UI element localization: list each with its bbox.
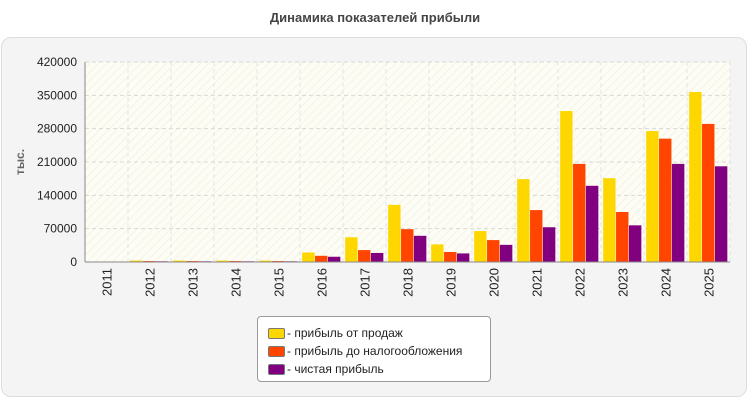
bar-2013-series-1 bbox=[173, 260, 186, 262]
bar-2024-series-2 bbox=[659, 138, 672, 262]
legend-swatch bbox=[268, 327, 285, 339]
bar-2021-series-1 bbox=[517, 179, 530, 262]
y-tick-label: 0 bbox=[70, 255, 77, 269]
x-tick-label: 2016 bbox=[315, 268, 330, 297]
x-tick-label: 2017 bbox=[358, 268, 373, 297]
bar-2019-series-3 bbox=[456, 253, 470, 262]
x-tick-label: 2019 bbox=[444, 268, 459, 297]
legend-swatch bbox=[268, 363, 285, 375]
bar-2021-series-3 bbox=[542, 227, 556, 262]
bar-2017-series-2 bbox=[358, 250, 371, 262]
bar-2020-series-2 bbox=[487, 240, 500, 262]
bar-2012-series-1 bbox=[130, 260, 143, 262]
y-tick-label: 280000 bbox=[37, 122, 77, 136]
y-tick-label: 210000 bbox=[37, 155, 77, 169]
legend-label: - чистая прибыль bbox=[287, 362, 384, 376]
y-tick-label: 350000 bbox=[37, 88, 77, 102]
bar-2022-series-3 bbox=[585, 185, 599, 262]
bar-2025-series-3 bbox=[714, 166, 728, 262]
y-tick-label: 70000 bbox=[44, 222, 78, 236]
y-tick-label: 140000 bbox=[37, 188, 77, 202]
bar-2022-series-1 bbox=[560, 111, 573, 262]
x-tick-label: 2025 bbox=[702, 268, 717, 297]
bar-2025-series-2 bbox=[702, 123, 715, 263]
x-tick-label: 2024 bbox=[659, 268, 674, 297]
x-tick-label: 2013 bbox=[186, 268, 201, 297]
bar-2015-series-1 bbox=[259, 260, 272, 262]
bar-2017-series-1 bbox=[345, 237, 358, 262]
legend-item: - прибыль от продаж bbox=[268, 324, 490, 342]
legend-swatch bbox=[268, 345, 285, 357]
chart-legend: - прибыль от продаж - прибыль до налогооб… bbox=[257, 316, 491, 382]
bar-2023-series-2 bbox=[616, 212, 629, 262]
bar-2021-series-2 bbox=[530, 210, 543, 262]
legend-label: - прибыль до налогообложения bbox=[287, 344, 463, 358]
chart-title: Динамика показателей прибыли bbox=[269, 10, 481, 25]
y-axis-label: тыс. bbox=[13, 149, 27, 175]
x-tick-label: 2020 bbox=[487, 268, 502, 297]
bar-2023-series-3 bbox=[628, 225, 642, 262]
x-tick-label: 2012 bbox=[143, 268, 158, 297]
x-tick-label: 2015 bbox=[272, 268, 287, 297]
bar-2014-series-1 bbox=[216, 260, 229, 262]
x-tick-label: 2022 bbox=[573, 268, 588, 297]
bar-2025-series-1 bbox=[689, 92, 702, 262]
bar-2018-series-2 bbox=[401, 229, 414, 262]
bar-2018-series-3 bbox=[413, 235, 427, 262]
bar-2016-series-2 bbox=[315, 255, 328, 262]
legend-label: - прибыль от продаж bbox=[287, 326, 403, 340]
x-tick-label: 2018 bbox=[401, 268, 416, 297]
x-tick-label: 2014 bbox=[229, 268, 244, 297]
bar-2023-series-1 bbox=[603, 178, 616, 262]
bar-2019-series-2 bbox=[444, 252, 457, 262]
x-tick-label: 2011 bbox=[100, 268, 115, 296]
bar-2017-series-3 bbox=[370, 252, 384, 262]
bar-2019-series-1 bbox=[431, 244, 444, 262]
legend-item: - чистая прибыль bbox=[268, 360, 490, 378]
bar-2022-series-2 bbox=[573, 163, 586, 262]
bar-2020-series-1 bbox=[474, 231, 487, 262]
bar-2018-series-1 bbox=[388, 204, 401, 262]
bar-2016-series-3 bbox=[327, 256, 341, 262]
bar-2024-series-1 bbox=[646, 131, 659, 262]
legend-item: - прибыль до налогообложения bbox=[268, 342, 490, 360]
x-tick-label: 2021 bbox=[530, 268, 545, 297]
bar-2024-series-3 bbox=[671, 163, 685, 262]
bar-2016-series-1 bbox=[302, 252, 315, 262]
bar-2020-series-3 bbox=[499, 244, 513, 262]
y-tick-label: 420000 bbox=[37, 55, 77, 69]
x-tick-label: 2023 bbox=[616, 268, 631, 297]
